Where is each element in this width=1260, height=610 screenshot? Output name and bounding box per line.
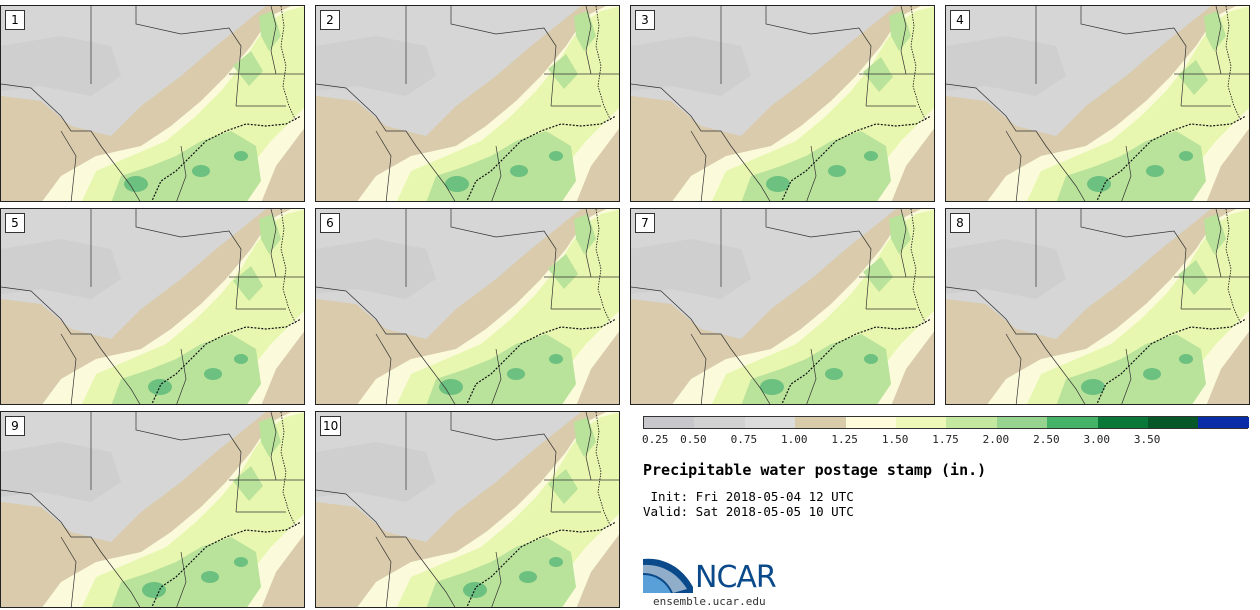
colorbar-segment: [744, 417, 796, 428]
member-number-label: 9: [5, 416, 25, 436]
colorbar-tick-label: 2.00: [982, 433, 1010, 446]
colorbar-tick-label: 1.00: [781, 433, 808, 446]
ensemble-member-panel-3[interactable]: 3: [630, 5, 935, 202]
colorbar-tick-label: 3.00: [1083, 433, 1111, 446]
member-number-label: 8: [950, 213, 970, 233]
member-number-label: 2: [320, 10, 340, 30]
colorbar-tick-labels: 0.25 0.50 0.75 1.00 1.25 1.50 1.75 2.00 2.50 3.00…: [641, 433, 1248, 447]
ensemble-member-panel-6[interactable]: 6: [315, 208, 620, 405]
ensemble-member-panel-7[interactable]: 7: [630, 208, 935, 405]
colorbar-segment: [1148, 417, 1199, 428]
ensemble-member-panel-9[interactable]: 9: [0, 411, 305, 608]
website-link[interactable]: ensemble.ucar.edu: [653, 595, 766, 608]
colorbar-tick-label: 0.25: [641, 433, 669, 446]
member-number-label: 1: [5, 10, 25, 30]
colorbar-segment: [694, 417, 745, 428]
ensemble-member-panel-5[interactable]: 5: [0, 208, 305, 405]
chart-title: Precipitable water postage stamp (in.): [643, 461, 987, 479]
colorbar-segment: [644, 417, 695, 428]
ensemble-member-panel-8[interactable]: 8: [945, 208, 1250, 405]
colorbar-segment: [845, 417, 897, 428]
member-number-label: 4: [950, 10, 970, 30]
colorbar-segment: [795, 417, 846, 428]
colorbar-tick-label: 0.75: [730, 433, 758, 446]
ncar-brand-text: NCAR: [695, 560, 777, 595]
ncar-logo[interactable]: NCAR ensemble.ucar.edu: [643, 553, 803, 608]
colorbar-segment: [996, 417, 1048, 428]
ensemble-member-panel-1[interactable]: 1: [0, 5, 305, 202]
colorbar-segment: [896, 417, 947, 428]
ncar-swoosh-icon: [643, 558, 693, 593]
colorbar-tick-label: 1.75: [932, 433, 959, 446]
ensemble-member-panel-4[interactable]: 4: [945, 5, 1250, 202]
member-number-label: 6: [320, 213, 340, 233]
valid-time: Valid: Sat 2018-05-05 10 UTC: [643, 504, 854, 519]
colorbar-segment: [1097, 417, 1149, 428]
member-number-label: 5: [5, 213, 25, 233]
colorbar-tick-label: 2.50: [1033, 433, 1060, 446]
member-number-label: 3: [635, 10, 655, 30]
colorbar-segment: [1047, 417, 1098, 428]
colorbar-segment: [946, 417, 997, 428]
member-number-label: 7: [635, 213, 655, 233]
colorbar-tick-label: 1.25: [831, 433, 858, 446]
ensemble-member-panel-2[interactable]: 2: [315, 5, 620, 202]
colorbar-tick-label: 0.50: [680, 433, 707, 446]
precipitable-water-colorbar: [643, 416, 1249, 429]
colorbar-tick-label: 1.50: [881, 433, 909, 446]
colorbar-segment: [1198, 417, 1249, 428]
ensemble-member-panel-10[interactable]: 10: [315, 411, 620, 608]
colorbar-tick-label: 3.50: [1133, 433, 1161, 446]
member-number-label: 10: [320, 416, 342, 436]
init-time: Init: Fri 2018-05-04 12 UTC: [643, 489, 854, 504]
